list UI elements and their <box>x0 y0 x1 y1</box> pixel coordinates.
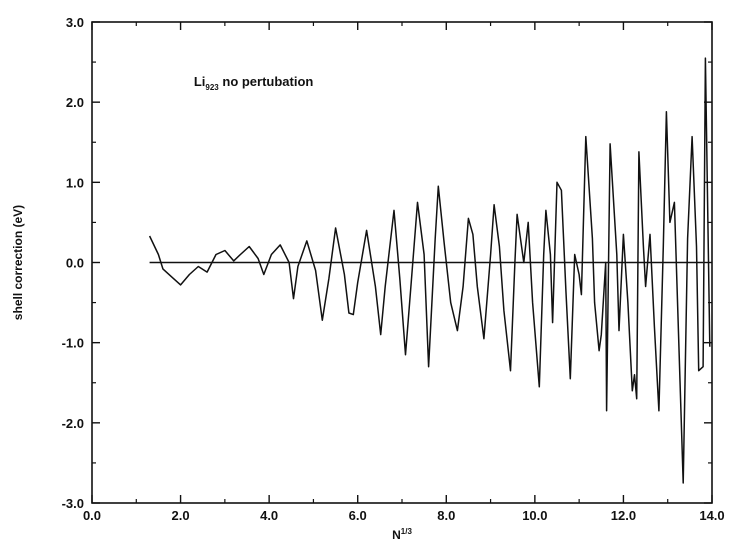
x-tick-label: 4.0 <box>260 508 278 523</box>
x-tick-label: 6.0 <box>349 508 367 523</box>
curve-annotation: Li923 no pertubation <box>194 74 314 92</box>
x-tick-label: 8.0 <box>437 508 455 523</box>
x-tick-label: 12.0 <box>611 508 636 523</box>
annotation-suffix: no pertubation <box>219 74 314 89</box>
annotation-main: Li <box>194 74 206 89</box>
x-axis-label: N1/3 <box>392 527 412 542</box>
shell-correction-curve <box>148 57 711 484</box>
y-axis-label: shell correction (eV) <box>11 205 25 320</box>
y-tick-label: 3.0 <box>66 15 84 30</box>
y-tick-label: 0.0 <box>66 256 84 271</box>
x-axis-label-superscript: 1/3 <box>401 527 413 536</box>
y-tick-label: -1.0 <box>62 336 84 351</box>
x-tick-label: 14.0 <box>699 508 724 523</box>
y-tick-label: -3.0 <box>62 496 84 511</box>
y-tick-label: 1.0 <box>66 175 84 190</box>
x-tick-label: 0.0 <box>83 508 101 523</box>
x-axis-label-main: N <box>392 528 401 542</box>
y-tick-label: -2.0 <box>62 416 84 431</box>
y-tick-label: 2.0 <box>66 95 84 110</box>
annotation-subscript: 923 <box>205 83 219 92</box>
tick-labels: 0.0 2.0 4.0 6.0 8.0 10.0 12.0 14.03.02.01.00.0-… <box>62 15 725 523</box>
x-tick-label: 2.0 <box>172 508 190 523</box>
x-tick-label: 10.0 <box>522 508 547 523</box>
